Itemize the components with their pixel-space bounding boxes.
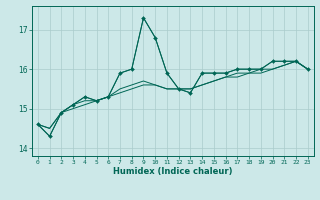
X-axis label: Humidex (Indice chaleur): Humidex (Indice chaleur) <box>113 167 233 176</box>
